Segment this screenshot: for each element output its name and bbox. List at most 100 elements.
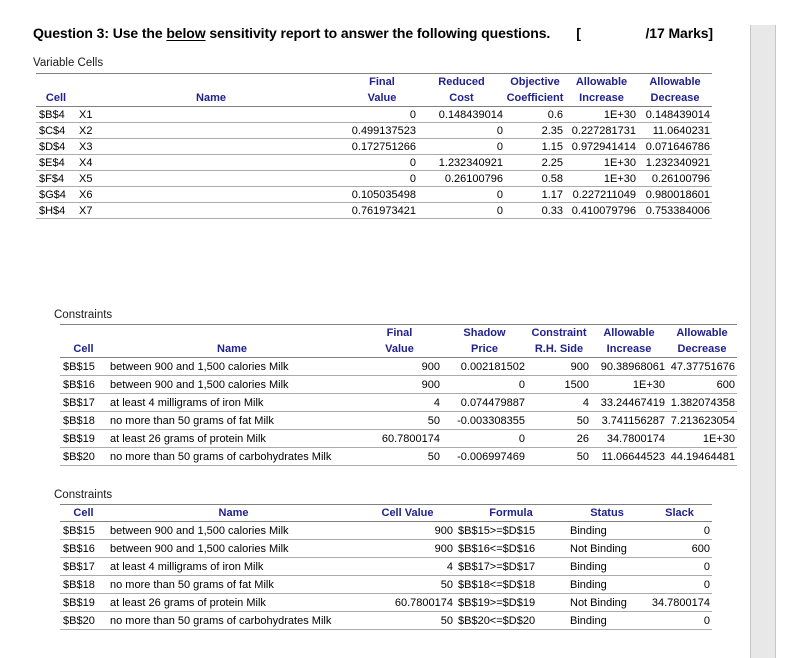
table-cell: 0.753384006 [645,205,710,217]
table-cell: 0.761973421 [351,205,416,217]
table-cell: 900 [434,525,453,537]
table-cell: $B$17 [63,397,95,409]
table-cell: -0.006997469 [457,451,525,463]
table-cell: X6 [79,189,93,201]
table-cell: 900 [570,361,589,373]
table-cell: 34.7800174 [651,597,710,609]
column-header: Objective [510,76,560,88]
table-cell: 11.0640231 [652,125,710,137]
column-header: Final [369,76,395,88]
constraints-sensitivity-header: Final Shadow Constraint Allowable Allowa… [60,325,737,358]
table-cell: 44.19464481 [670,451,735,463]
table-row: $B$15 between 900 and 1,500 calories Milk… [60,358,737,376]
column-header: Allowable [649,76,701,88]
title-prefix: Question 3: Use the [33,25,167,41]
column-header: Value [367,92,397,104]
table-row: $B$17 at least 4 milligrams of iron Milk 4… [60,394,737,412]
table-cell: 0.227281731 [571,125,636,137]
table-cell: 2.35 [541,125,563,137]
table-cell: $B$19>=$D$19 [458,597,536,609]
column-header: Final [386,327,413,339]
table-cell: 0.105035498 [351,189,416,201]
table-cell: $B$16 [63,379,95,391]
scrollbar-track[interactable] [750,25,776,658]
column-header: Cell [45,92,67,104]
table-cell: 60.7800174 [394,597,453,609]
table-cell: $D$4 [39,141,66,153]
table-cell: 0.26100796 [444,173,503,185]
table-cell: $B$20 [63,615,95,627]
column-header: Cell Value [381,507,434,519]
table-cell: $B$15 [63,525,95,537]
table-row: $H$4 X7 0.761973421 0 0.33 0.410079796 0.75338… [36,203,712,219]
table-row: $B$20 no more than 50 grams of carbohydra… [60,448,737,466]
table-cell: 0 [409,109,416,121]
table-cell: 0.6 [547,109,563,121]
table-cell: at least 4 milligrams of iron Milk [110,397,264,409]
table-cell: 50 [427,415,440,427]
table-row: $B$19 at least 26 grams of protein Milk 60… [60,594,712,612]
table-cell: 50 [427,451,440,463]
table-cell: at least 26 grams of protein Milk [110,433,266,445]
table-cell: 1E+30 [702,433,735,445]
column-header [60,325,107,342]
table-cell: 1500 [564,379,589,391]
table-cell: 4 [446,561,453,573]
table-cell: 50 [440,615,453,627]
marks-open-bracket: [ [576,25,581,41]
table-cell: $B$19 [63,433,95,445]
table-cell: at least 26 grams of protein Milk [110,597,266,609]
table-cell: $F$4 [39,173,65,185]
column-header: Shadow [463,327,506,339]
table-cell: 0.410079796 [571,205,636,217]
table-cell: $B$17 [63,561,95,573]
table-cell: 1E+30 [603,109,636,121]
title-suffix: sensitivity report to answer the followi… [205,25,551,41]
table-cell: no more than 50 grams of fat Milk [110,579,274,591]
question-title-text: Question 3: Use the below sensitivity re… [33,25,550,41]
table-cell: 90.38968061 [600,361,665,373]
table-cell: X3 [79,141,93,153]
table-cell: between 900 and 1,500 calories Milk [110,525,289,537]
table-cell: 50 [440,579,453,591]
table-cell: 47.37751676 [670,361,735,373]
column-header: Allowable [603,327,655,339]
column-header: Allowable [575,76,628,88]
table-cell: 0.074479887 [460,397,525,409]
table-cell: 0.002181502 [460,361,525,373]
table-cell: 0.172751266 [351,141,416,153]
table-cell: Binding [570,579,607,591]
table-cell: X1 [79,109,93,121]
table-cell: 0 [496,205,503,217]
table-cell: 0 [496,141,503,153]
column-header: R.H. Side [534,343,584,355]
table-cell: Binding [570,525,607,537]
table-cell: 2.25 [541,157,563,169]
table-cell: 0.972941414 [571,141,636,153]
table-cell: 0.58 [541,173,563,185]
table-cell: 1E+30 [603,157,636,169]
table-cell: 1.15 [541,141,563,153]
table-cell: between 900 and 1,500 calories Milk [110,361,289,373]
table-cell: 0 [518,433,525,445]
table-cell: 0.33 [541,205,563,217]
column-header: Cell [73,343,94,355]
table-cell: Binding [570,615,607,627]
section-label-constraints-sensitivity: Constraints [54,309,113,321]
table-cell: 3.741156287 [601,415,665,427]
table-cell: $B$15 [63,361,95,373]
column-header: Value [385,343,414,355]
table-cell: between 900 and 1,500 calories Milk [110,379,289,391]
table-cell: 0.148439014 [645,109,710,121]
table-cell: $B$19 [63,597,95,609]
table-cell: between 900 and 1,500 calories Milk [110,543,289,555]
table-cell: 1.382074358 [670,397,735,409]
table-cell: 11.06644523 [601,451,665,463]
table-cell: $B$20<=$D$20 [458,615,536,627]
column-header: Cost [449,92,474,104]
table-cell: no more than 50 grams of carbohydrates M… [110,451,332,463]
table-cell: $B$18 [63,579,95,591]
table-cell: no more than 50 grams of carbohydrates M… [110,615,332,627]
table-cell: $G$4 [39,189,66,201]
table-row: $B$20 no more than 50 grams of carbohydra… [60,612,712,630]
